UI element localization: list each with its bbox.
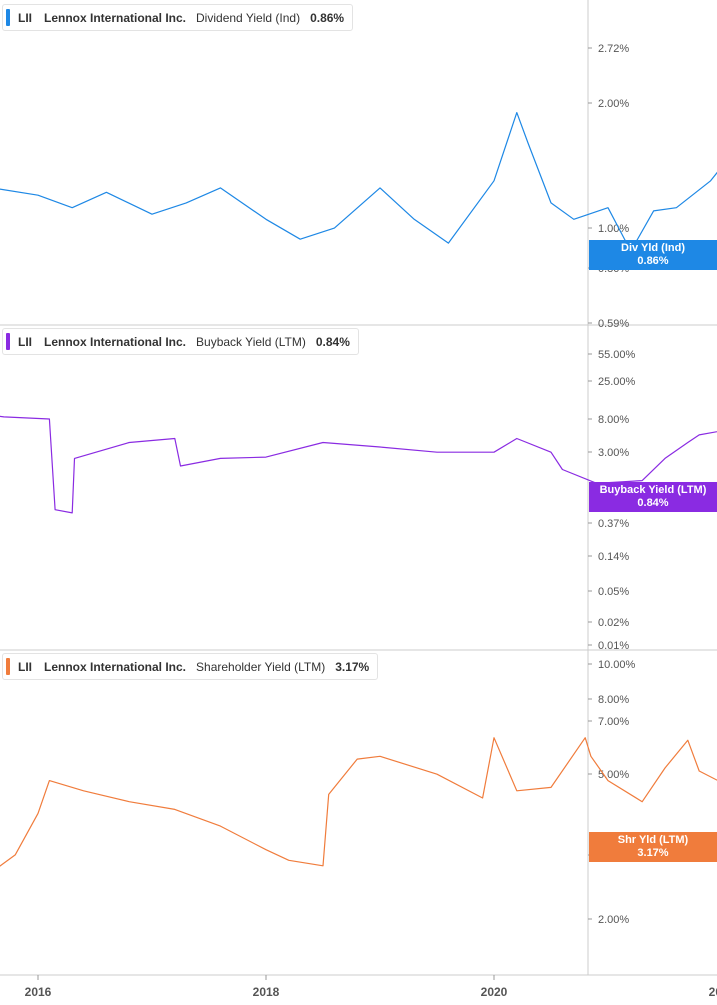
legend-ticker: LII xyxy=(18,659,32,674)
y-tick-label: 0.37% xyxy=(598,518,629,530)
legend-value: 0.86% xyxy=(310,10,345,25)
legend-color-swatch xyxy=(6,9,10,26)
y-tick-label: 8.00% xyxy=(598,414,629,426)
y-tick-label: 3.00% xyxy=(598,447,629,459)
tag-label: Div Yld (Ind) xyxy=(621,242,685,254)
legend-shareholder: LII Lennox International Inc. Shareholde… xyxy=(2,653,379,680)
legend-color-swatch xyxy=(6,333,10,350)
y-tick-label: 1.00% xyxy=(598,223,629,235)
series-line-buyback xyxy=(0,415,717,514)
legend-color-swatch xyxy=(6,658,10,675)
legend-ticker: LII xyxy=(18,334,32,349)
legend-value: 3.17% xyxy=(335,659,370,674)
x-tick-label: 2016 xyxy=(25,985,52,999)
tag-value: 0.84% xyxy=(637,497,669,509)
legend-value: 0.84% xyxy=(315,334,350,349)
y-tick-label: 0.59% xyxy=(598,318,629,330)
y-tick-label: 2.72% xyxy=(598,43,629,55)
legend-dividend: LII Lennox International Inc. Dividend Y… xyxy=(2,4,354,31)
tag-label: Shr Yld (LTM) xyxy=(617,834,689,846)
tag-buyback-yield: Buyback Yield (LTM) 0.84% xyxy=(589,482,717,512)
y-tick-label: 0.14% xyxy=(598,551,629,563)
y-tick-label: 5.00% xyxy=(598,769,629,781)
tag-value: 0.86% xyxy=(637,255,669,267)
legend-metric: Dividend Yield (Ind) xyxy=(196,10,301,25)
y-tick-label: 2.00% xyxy=(598,98,629,110)
tag-label: Buyback Yield (LTM) xyxy=(599,484,707,496)
legend-company: Lennox International Inc. xyxy=(44,334,187,349)
y-tick-label: 8.00% xyxy=(598,694,629,706)
y-tick-label: 2.00% xyxy=(598,914,629,926)
legend-metric: Buyback Yield (LTM) xyxy=(196,334,306,349)
tag-dividend-yield: Div Yld (Ind) 0.86% xyxy=(589,240,717,270)
legend-company: Lennox International Inc. xyxy=(44,659,187,674)
y-tick-label: 0.02% xyxy=(598,617,629,629)
series-line-dividend xyxy=(0,112,717,252)
y-tick-label: 25.00% xyxy=(598,376,636,388)
y-tick-label: 7.00% xyxy=(598,716,629,728)
x-tick-label: 2018 xyxy=(253,985,280,999)
y-tick-label: 0.05% xyxy=(598,586,629,598)
legend-metric: Shareholder Yield (LTM) xyxy=(196,659,326,674)
series-line-shareholder xyxy=(0,737,717,867)
legend-company: Lennox International Inc. xyxy=(44,10,187,25)
y-tick-label: 10.00% xyxy=(598,659,636,671)
x-tick-label: 2020 xyxy=(481,985,508,999)
y-tick-label: 0.01% xyxy=(598,640,629,652)
y-tick-label: 55.00% xyxy=(598,349,636,361)
tag-shareholder-yield: Shr Yld (LTM) 3.17% xyxy=(589,832,717,862)
legend-ticker: LII xyxy=(18,10,32,25)
x-tick-label: 2022 xyxy=(709,985,717,999)
legend-buyback: LII Lennox International Inc. Buyback Yi… xyxy=(2,328,359,355)
tag-value: 3.17% xyxy=(637,847,669,859)
